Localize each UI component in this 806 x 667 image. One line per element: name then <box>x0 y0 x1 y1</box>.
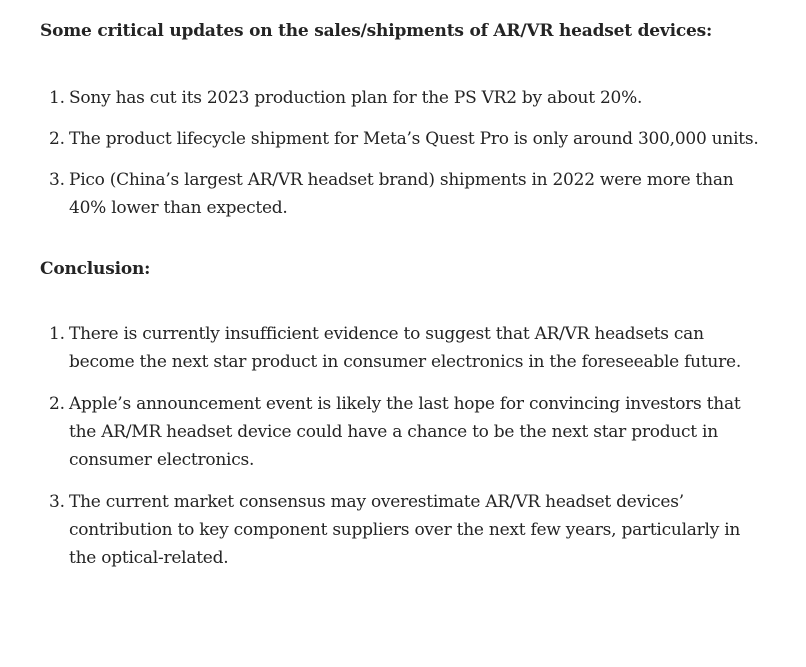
list-item-number: 1. <box>49 88 65 108</box>
article-body: Some critical updates on the sales/shipm… <box>40 18 760 572</box>
list-item-number: 2. <box>49 394 65 414</box>
list-item-text: Sony has cut its 2023 production plan fo… <box>69 88 643 108</box>
updates-heading: Some critical updates on the sales/shipm… <box>40 21 713 41</box>
list-item-number: 3. <box>49 170 65 190</box>
list-item-text: Pico (China’s largest AR/VR headset bran… <box>69 170 734 218</box>
conclusion-list: 1. There is currently insufficient evide… <box>40 320 760 572</box>
list-item-number: 2. <box>49 129 65 149</box>
list-item: 2. The product lifecycle shipment for Me… <box>40 125 760 153</box>
list-item-number: 1. <box>49 324 65 344</box>
list-item-text: The product lifecycle shipment for Meta’… <box>69 129 759 149</box>
list-item-text: Apple’s announcement event is likely the… <box>69 394 741 470</box>
list-item: 3. Pico (China’s largest AR/VR headset b… <box>40 166 760 222</box>
updates-list: 1. Sony has cut its 2023 production plan… <box>40 84 760 222</box>
list-item: 1. Sony has cut its 2023 production plan… <box>40 84 760 112</box>
list-item-number: 3. <box>49 492 65 512</box>
list-item: 1. There is currently insufficient evide… <box>40 320 760 376</box>
list-item: 3. The current market consensus may over… <box>40 488 760 572</box>
list-item-text: There is currently insufficient evidence… <box>69 324 741 372</box>
conclusion-heading: Conclusion: <box>40 259 151 279</box>
list-item-text: The current market consensus may overest… <box>69 492 741 568</box>
list-item: 2. Apple’s announcement event is likely … <box>40 390 760 474</box>
